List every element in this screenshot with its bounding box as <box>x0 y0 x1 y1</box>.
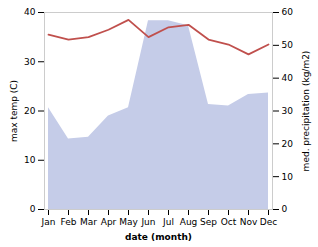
svg-text:Jul: Jul <box>162 217 174 227</box>
svg-text:40: 40 <box>24 7 36 17</box>
svg-text:Feb: Feb <box>61 217 77 227</box>
svg-text:max temp (C): max temp (C) <box>9 80 19 142</box>
svg-text:Jan: Jan <box>41 217 56 227</box>
svg-text:Jun: Jun <box>140 217 155 227</box>
svg-text:30: 30 <box>282 106 294 116</box>
svg-text:0: 0 <box>282 204 288 214</box>
svg-text:date (month): date (month) <box>125 232 192 242</box>
svg-text:40: 40 <box>282 73 294 83</box>
svg-text:Sep: Sep <box>200 217 217 227</box>
svg-text:Aug: Aug <box>180 217 198 227</box>
svg-text:Oct: Oct <box>221 217 237 227</box>
svg-text:Dec: Dec <box>260 217 277 227</box>
svg-text:med. precipitation (kg/m2): med. precipitation (kg/m2) <box>301 51 311 172</box>
svg-text:0: 0 <box>30 204 36 214</box>
svg-text:Mar: Mar <box>80 217 97 227</box>
svg-text:20: 20 <box>24 106 36 116</box>
svg-text:60: 60 <box>282 7 294 17</box>
svg-text:30: 30 <box>24 57 36 67</box>
svg-text:20: 20 <box>282 139 294 149</box>
svg-text:10: 10 <box>282 172 294 182</box>
svg-text:10: 10 <box>24 155 36 165</box>
svg-text:Nov: Nov <box>240 217 258 227</box>
svg-text:May: May <box>119 217 138 227</box>
svg-text:50: 50 <box>282 40 294 50</box>
svg-text:Apr: Apr <box>101 217 117 227</box>
